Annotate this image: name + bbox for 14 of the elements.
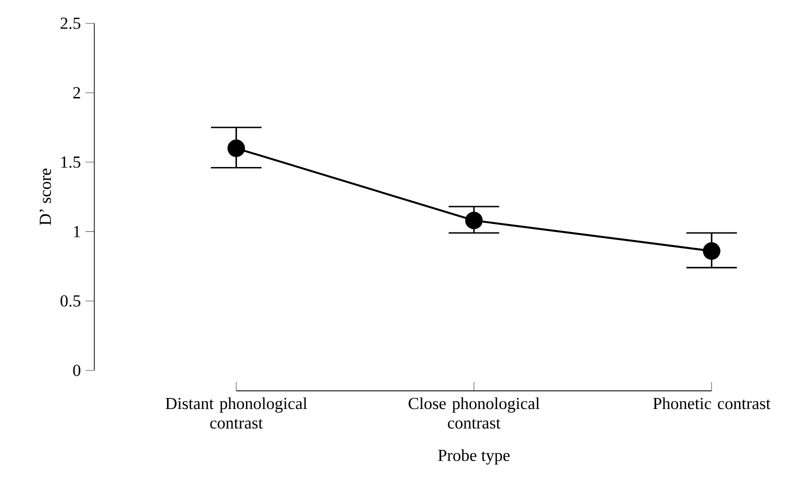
y-tick-label: 0.5 — [60, 295, 80, 307]
point — [227, 140, 245, 158]
y-tick-label: 1.5 — [61, 156, 80, 168]
x-tick-label: Phonetic contrast — [653, 397, 770, 410]
y-tick-label: 1 — [74, 226, 80, 238]
y-axis-title: D’ score — [40, 168, 52, 226]
x-tick-label: Close phonological contrast — [408, 397, 540, 429]
x-tick-label: Distant phonological contrast — [166, 397, 308, 429]
point — [465, 212, 483, 230]
y-tick-label: 0 — [73, 364, 80, 376]
point — [702, 242, 720, 260]
y-tick-label: 2 — [73, 87, 80, 98]
x-axis-title: Probe type — [438, 449, 510, 465]
y-tick-label: 2.5 — [60, 18, 80, 30]
